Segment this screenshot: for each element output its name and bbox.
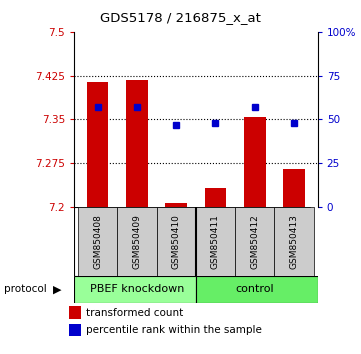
Bar (157, 207, 196, 276)
Text: protocol: protocol (4, 284, 46, 295)
Bar (274, 207, 314, 276)
Bar (235, 207, 274, 276)
Text: GSM850410: GSM850410 (172, 214, 181, 269)
Bar (196, 276, 318, 303)
Text: GDS5178 / 216875_x_at: GDS5178 / 216875_x_at (100, 11, 261, 24)
Bar (283, 169, 305, 207)
Bar (87, 81, 108, 207)
Bar (126, 80, 148, 207)
Bar (74, 276, 196, 303)
Text: GSM850408: GSM850408 (93, 214, 102, 269)
Bar (78, 207, 117, 276)
Bar (244, 116, 266, 207)
Bar (196, 207, 235, 276)
Bar (205, 188, 226, 207)
Bar (69, 324, 81, 336)
Text: transformed count: transformed count (86, 308, 183, 318)
Text: control: control (235, 284, 274, 295)
Text: GSM850409: GSM850409 (132, 214, 142, 269)
Text: ▶: ▶ (53, 284, 62, 295)
Text: GSM850411: GSM850411 (211, 214, 220, 269)
Text: GSM850413: GSM850413 (290, 214, 299, 269)
Bar (69, 306, 81, 319)
Text: GSM850412: GSM850412 (250, 214, 259, 269)
Text: PBEF knockdown: PBEF knockdown (90, 284, 184, 295)
Bar (117, 207, 157, 276)
Text: percentile rank within the sample: percentile rank within the sample (86, 325, 261, 335)
Bar (165, 203, 187, 207)
